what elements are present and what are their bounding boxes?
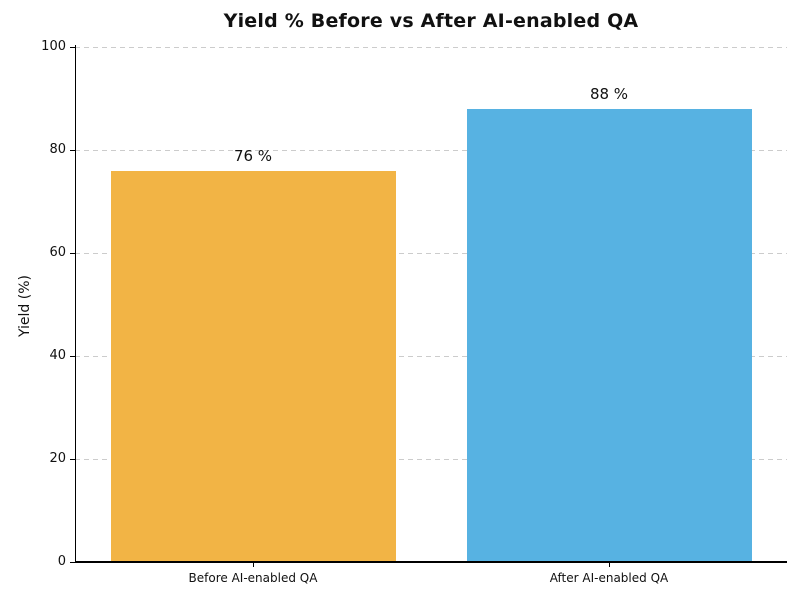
bar-1 — [466, 108, 752, 562]
y-tick-mark-0 — [70, 561, 75, 563]
y-axis-label: Yield (%) — [17, 275, 33, 338]
y-tick-mark-20 — [70, 458, 75, 460]
y-tick-mark-100 — [70, 46, 75, 48]
plot-area: 76 % 88 % — [75, 47, 787, 562]
y-tick-mark-60 — [70, 252, 75, 254]
y-tick-label-0: 0 — [57, 554, 66, 569]
bar-0 — [110, 170, 396, 562]
x-tick-mark-0 — [252, 562, 254, 567]
x-tick-mark-1 — [608, 562, 610, 567]
bar-value-label-1: 88 % — [589, 84, 629, 103]
y-tick-label-80: 80 — [49, 142, 66, 157]
chart-title: Yield % Before vs After AI-enabled QA — [223, 10, 639, 32]
y-tick-mark-40 — [70, 355, 75, 357]
y-axis-line — [75, 45, 77, 562]
gridline-20 — [75, 459, 787, 460]
y-tick-label-20: 20 — [49, 451, 66, 466]
y-tick-label-100: 100 — [41, 39, 66, 54]
y-tick-label-60: 60 — [49, 245, 66, 260]
gridline-80 — [75, 150, 787, 151]
x-axis-line — [75, 561, 787, 563]
x-tick-label-1: After AI-enabled QA — [549, 571, 669, 585]
bar-value-label-0: 76 % — [233, 146, 273, 165]
y-tick-label-40: 40 — [49, 348, 66, 363]
gridline-60 — [75, 253, 787, 254]
gridline-100 — [75, 47, 787, 48]
x-tick-label-0: Before AI-enabled QA — [188, 571, 318, 585]
gridline-40 — [75, 356, 787, 357]
y-tick-mark-80 — [70, 149, 75, 151]
